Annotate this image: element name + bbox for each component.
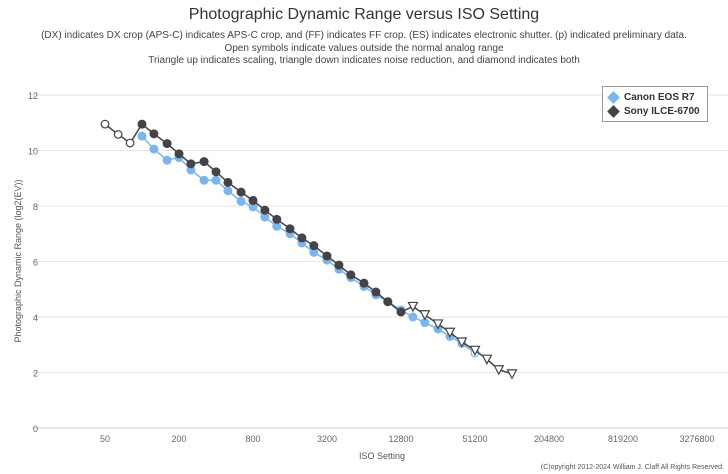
data-point — [272, 214, 282, 224]
chart-title: Photographic Dynamic Range versus ISO Se… — [188, 6, 540, 23]
copyright: (C)opyright 2012-2024 William J. Claff A… — [540, 464, 724, 471]
data-point-triangle-down — [481, 354, 493, 365]
data-point — [236, 187, 246, 197]
series-line — [141, 135, 476, 354]
data-point-triangle-down — [432, 319, 444, 330]
data-point — [211, 175, 221, 185]
data-point — [346, 270, 356, 280]
data-point-open — [125, 138, 135, 148]
data-point — [149, 144, 159, 154]
data-point — [223, 186, 233, 196]
data-point — [248, 202, 258, 212]
data-point — [396, 307, 406, 317]
data-point — [137, 131, 147, 141]
x-tick-label: 51200 — [462, 434, 487, 444]
data-point-triangle-down — [506, 369, 518, 380]
data-point — [309, 247, 319, 257]
diamond-icon — [607, 90, 620, 104]
y-tick-label: 12 — [28, 91, 38, 101]
data-point — [322, 251, 332, 261]
x-axis-label: ISO Setting — [359, 451, 405, 461]
legend-item-sony[interactable]: Sony ILCE-6700 — [607, 104, 703, 118]
y-tick-label: 0 — [33, 424, 38, 434]
data-point — [199, 157, 209, 167]
y-tick-label: 4 — [33, 313, 38, 323]
data-point — [211, 167, 221, 177]
data-point — [260, 205, 270, 215]
data-point — [162, 139, 172, 149]
x-tick-label: 12800 — [388, 434, 413, 444]
x-tick-label: 50 — [100, 434, 110, 444]
data-point-triangle-down — [456, 337, 468, 348]
y-tick-label: 10 — [28, 147, 38, 157]
data-point — [272, 221, 282, 231]
x-tick-label: 204800 — [534, 434, 564, 444]
x-tick-label: 3200 — [317, 434, 337, 444]
x-tick-label: 200 — [171, 434, 186, 444]
data-point-triangle-down — [419, 310, 431, 321]
data-point — [223, 177, 233, 187]
data-point — [309, 241, 319, 251]
x-tick-label: 819200 — [608, 434, 638, 444]
data-point — [297, 233, 307, 243]
legend: Canon EOS R7 Sony ILCE-6700 — [602, 86, 708, 122]
y-axis-label: Photographic Dynamic Range (log2(EV)) — [13, 179, 23, 342]
data-point — [408, 312, 418, 322]
legend-item-canon[interactable]: Canon EOS R7 — [607, 90, 703, 104]
data-point-triangle-down — [469, 345, 481, 357]
y-tick-label: 8 — [33, 202, 38, 212]
data-point — [248, 195, 258, 205]
subtitle-line: (DX) indicates DX crop (APS-C) indicates… — [41, 30, 687, 41]
data-point — [260, 212, 270, 222]
data-point — [162, 155, 172, 165]
chart-subtitle: (DX) indicates DX crop (APS-C) indicates… — [0, 30, 728, 68]
y-tick-label: 6 — [33, 258, 38, 268]
data-point — [174, 149, 184, 159]
data-point — [149, 129, 159, 139]
data-point-open — [113, 130, 123, 139]
series-1 — [100, 119, 518, 380]
data-point — [236, 196, 246, 206]
data-point-triangle-down — [493, 365, 505, 376]
y-tick-label: 2 — [33, 369, 38, 379]
x-tick-label: 3276800 — [679, 434, 714, 444]
data-point — [371, 287, 381, 297]
x-tick-label: 800 — [245, 434, 260, 444]
data-point — [383, 297, 393, 307]
data-point-open — [100, 119, 110, 129]
subtitle-line: Triangle up indicates scaling, triangle … — [148, 55, 580, 66]
data-point — [420, 318, 430, 328]
data-point — [334, 260, 344, 270]
data-point-triangle-down — [444, 327, 456, 339]
data-point — [359, 278, 369, 288]
series-line — [104, 123, 513, 375]
diamond-icon — [607, 104, 620, 118]
data-point-triangle-down — [407, 301, 419, 313]
data-point — [186, 159, 196, 169]
data-point — [285, 224, 295, 234]
subtitle-line: Open symbols indicate values outside the… — [224, 42, 504, 54]
data-point — [199, 175, 209, 185]
data-point — [137, 119, 147, 129]
